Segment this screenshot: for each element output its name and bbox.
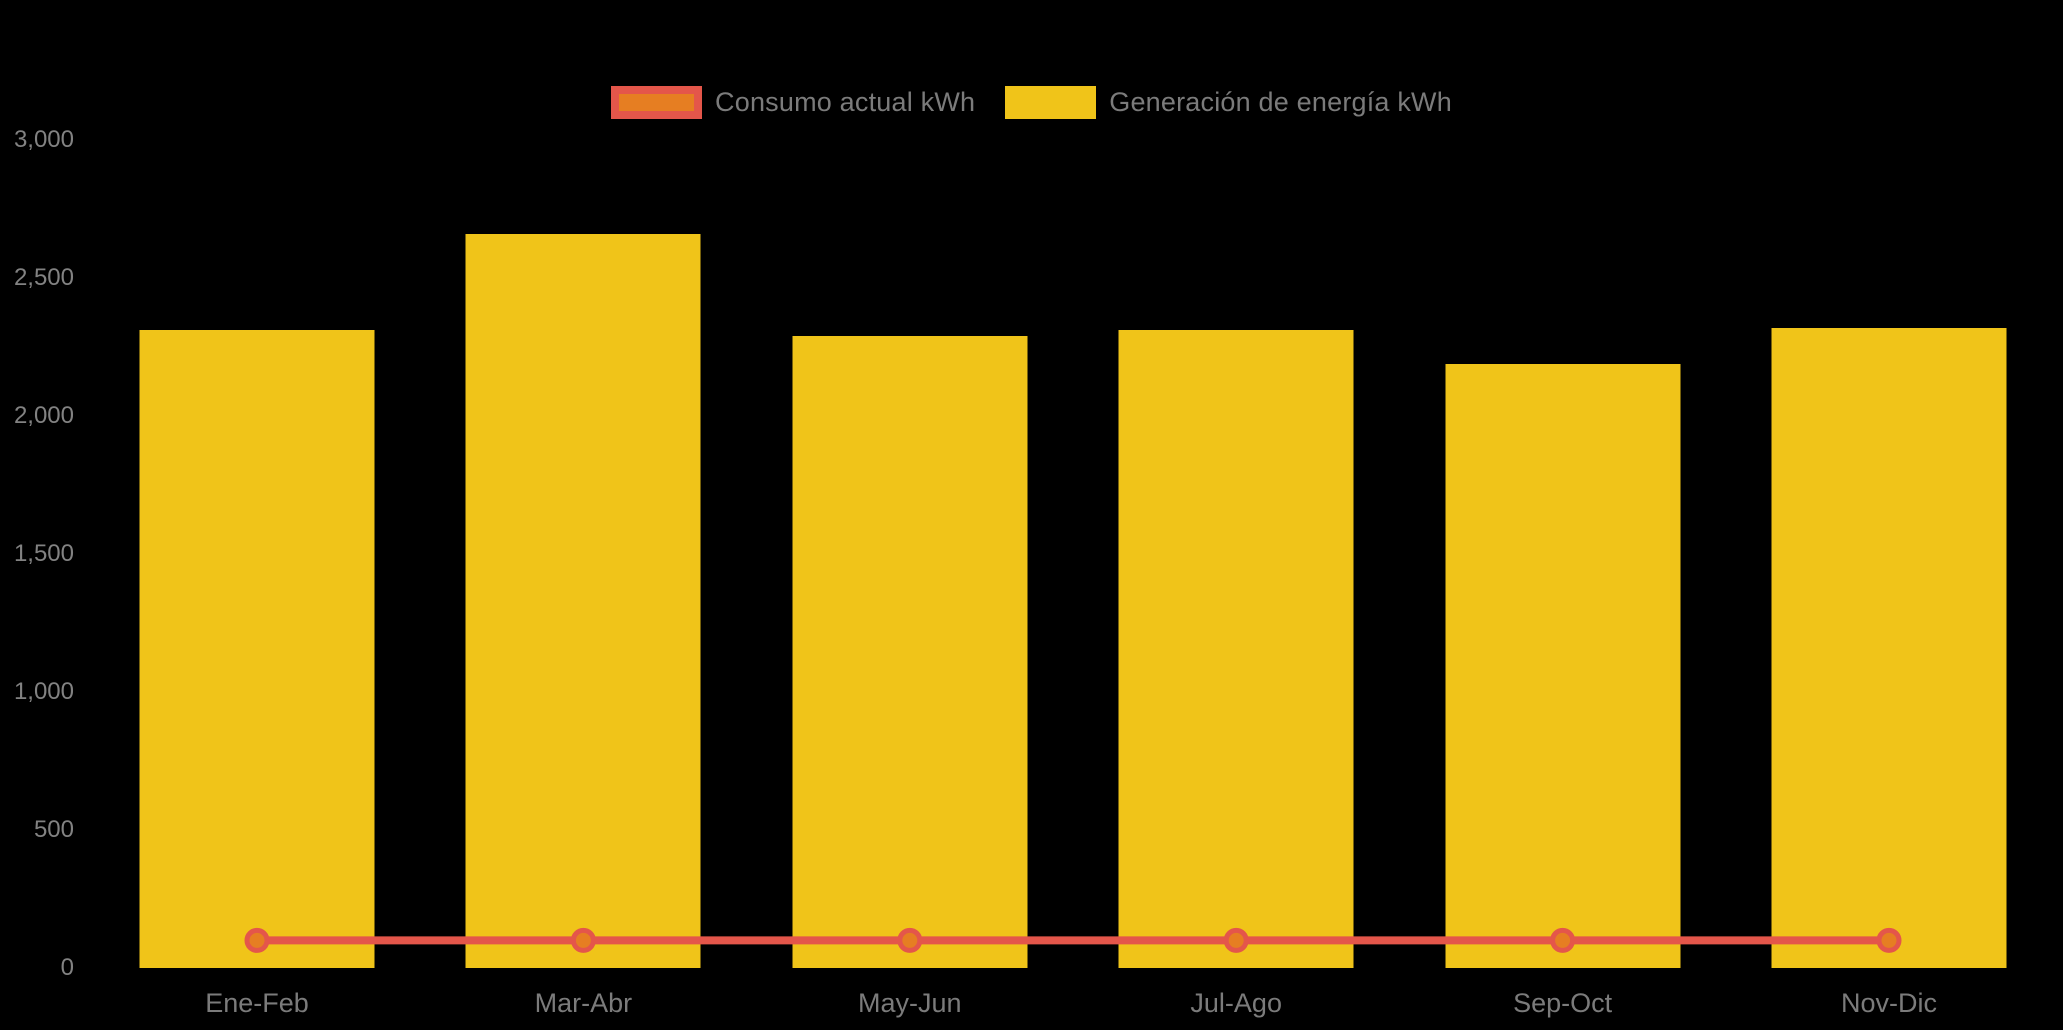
legend-swatch-generacion-icon xyxy=(1005,86,1097,119)
legend-item-consumo-actual[interactable]: Consumo actual kWh xyxy=(611,86,975,119)
bar-Nov-Dic[interactable] xyxy=(1771,327,2007,968)
bar-Sep-Oct[interactable] xyxy=(1445,363,1681,968)
legend-swatch-consumo-icon xyxy=(611,86,703,119)
y-tick-label: 3,000 xyxy=(13,126,74,153)
y-tick-label: 500 xyxy=(33,816,74,843)
x-tick-label-Nov-Dic: Nov-Dic xyxy=(1840,988,1938,1018)
x-tick-label-Ene-Feb: Ene-Feb xyxy=(205,988,309,1018)
legend-label-consumo: Consumo actual kWh xyxy=(715,87,976,117)
x-tick-label-Sep-Oct: Sep-Oct xyxy=(1513,988,1613,1018)
legend-item-generacion-energia[interactable]: Generación de energía kWh xyxy=(1005,86,1452,119)
line-marker-Nov-Dic[interactable] xyxy=(1876,927,1902,953)
bar-May-Jun[interactable] xyxy=(792,335,1028,968)
x-tick-label-Jul-Ago: Jul-Ago xyxy=(1190,988,1282,1018)
line-marker-Ene-Feb[interactable] xyxy=(244,927,270,953)
legend: Consumo actual kWh Generación de energía… xyxy=(0,86,2063,119)
y-tick-label: 1,500 xyxy=(13,540,74,567)
line-marker-Jul-Ago[interactable] xyxy=(1223,927,1249,953)
line-marker-Sep-Oct[interactable] xyxy=(1550,927,1576,953)
legend-label-generacion: Generación de energía kWh xyxy=(1109,87,1452,117)
bar-Jul-Ago[interactable] xyxy=(1118,330,1354,968)
line-marker-May-Jun[interactable] xyxy=(897,927,923,953)
x-tick-label-Mar-Abr: Mar-Abr xyxy=(534,988,633,1018)
y-tick-label: 1,000 xyxy=(13,678,74,705)
x-tick-label-May-Jun: May-Jun xyxy=(858,988,962,1018)
y-tick-label: 2,000 xyxy=(13,402,74,429)
line-marker-Mar-Abr[interactable] xyxy=(570,927,596,953)
y-tick-label: 0 xyxy=(60,954,74,981)
bar-Ene-Feb[interactable] xyxy=(139,330,375,968)
y-tick-label: 2,500 xyxy=(13,264,74,291)
bar-Mar-Abr[interactable] xyxy=(465,233,701,968)
